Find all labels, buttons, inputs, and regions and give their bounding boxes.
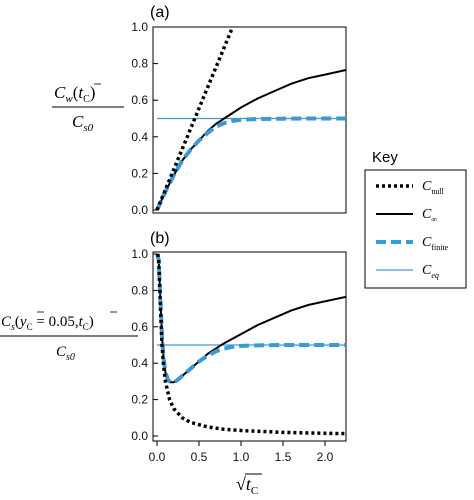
panel-a-ylabel-num-main: C — [54, 83, 66, 102]
series-line-null — [156, 253, 346, 436]
x-tick-label: 0.0 — [149, 450, 166, 464]
y-tick-label: 0.8 — [131, 283, 148, 297]
panel-b-series — [155, 253, 346, 436]
y-tick-label: 0.6 — [131, 93, 148, 107]
series-line-inf — [156, 69, 346, 211]
series-line-finite — [155, 116, 346, 211]
panel-a: (a) 0.0 0.2 0.4 0.6 0.8 1.0 Cw(tC) Cs0 — [52, 4, 347, 217]
legend-label-sub: null — [431, 187, 444, 196]
legend-label-sub: finite — [431, 243, 448, 252]
panel-b-ylabel-num-sub: s — [11, 322, 15, 333]
y-tick-label: 0.8 — [131, 57, 148, 71]
x-axis-label: √tC — [236, 473, 262, 497]
y-tick-label: 0.6 — [131, 320, 148, 334]
legend-label-finite: Cfinite — [422, 235, 449, 252]
legend-box — [364, 169, 467, 289]
panel-b-y-ticks: 0.0 0.2 0.4 0.6 0.8 1.0 — [131, 247, 158, 443]
legend-title: Key — [372, 149, 398, 166]
panel-b-ylabel-den-sub: s0 — [66, 352, 75, 363]
svg-text:Cs(yC = 0.05,tC): Cs(yC = 0.05,tC) — [1, 314, 94, 333]
x-axis-label-root: √ — [236, 474, 246, 494]
y-tick-label: 0.2 — [131, 393, 148, 407]
svg-text:Cw(tC): Cw(tC) — [54, 83, 95, 105]
panel-a-ylabel-num-sub: w — [65, 93, 73, 105]
y-tick-label: 0.0 — [131, 203, 148, 217]
series-line-null — [155, 27, 235, 211]
panel-b-ylabel-arg2-sub: C — [83, 322, 89, 332]
panel-a-y-ticks: 0.0 0.2 0.4 0.6 0.8 1.0 — [131, 20, 158, 217]
panel-b-ylabel-arg2: t — [79, 314, 84, 330]
x-tick-label: 1.5 — [275, 450, 292, 464]
legend-label-sub: eq — [431, 271, 439, 280]
panel-a-ylabel-arg: t — [78, 83, 84, 102]
x-tick-label: 2.0 — [317, 450, 334, 464]
panel-b-ylabel-arg1: y — [18, 314, 27, 330]
y-tick-label: 1.0 — [131, 20, 148, 34]
svg-text:Cs0: Cs0 — [72, 112, 94, 134]
y-tick-label: 0.2 — [131, 166, 148, 180]
panel-a-series — [155, 27, 346, 211]
y-tick-label: 0.4 — [131, 130, 148, 144]
y-tick-label: 0.4 — [131, 356, 148, 370]
svg-text:√tC: √tC — [236, 474, 258, 497]
legend-label-eq: Ceq — [422, 263, 439, 280]
panel-a-ylabel-den-main: C — [72, 112, 84, 131]
panel-a-ylabel-den-sub: s0 — [83, 122, 93, 134]
x-tick-label: 0.5 — [191, 450, 208, 464]
svg-text:Cs0: Cs0 — [56, 344, 75, 363]
panel-b-ylabel-close-paren: ) — [89, 314, 94, 330]
legend-label-main: C — [422, 207, 432, 222]
panel-a-y-axis-label: Cw(tC) Cs0 — [52, 83, 124, 134]
panel-b: (b) 0.0 0.2 0.4 0.6 0.8 1.0 0.0 0.5 1.0 1.5 2.0 C… — [0, 230, 347, 464]
y-tick-label: 0.0 — [131, 429, 148, 443]
panel-b-label: (b) — [150, 230, 170, 247]
legend-label-main: C — [422, 263, 432, 278]
panel-b-y-axis-label: Cs(yC = 0.05,tC) Cs0 — [0, 311, 138, 363]
legend-label-null: Cnull — [422, 179, 445, 196]
x-ticks: 0.0 0.5 1.0 1.5 2.0 — [149, 441, 334, 464]
legend-label-sub: ∞ — [431, 215, 437, 224]
panel-a-ylabel-close-paren: ) — [90, 83, 96, 102]
panel-b-ylabel-arg-mid: = 0.05, — [33, 314, 79, 330]
legend-label-main: C — [422, 179, 432, 194]
panel-b-ylabel-arg1-sub: C — [27, 322, 33, 332]
legend-label-main: C — [422, 235, 432, 250]
series-line-finite — [155, 253, 346, 385]
x-axis-label-sub: C — [251, 485, 258, 497]
panel-a-ylabel-arg-sub: C — [83, 94, 90, 105]
panel-a-label: (a) — [150, 4, 170, 21]
panel-a-ylabel-open-paren: ( — [73, 83, 79, 102]
x-axis-label-main: t — [246, 474, 252, 494]
panel-b-ylabel-num-main: C — [1, 314, 12, 330]
y-tick-label: 1.0 — [131, 247, 148, 261]
panel-b-ylabel-open-paren: ( — [15, 314, 20, 330]
x-tick-label: 1.0 — [233, 450, 250, 464]
series-line-inf — [156, 253, 346, 384]
panel-b-ylabel-den-main: C — [56, 344, 67, 360]
legend-label-inf: C∞ — [422, 207, 437, 224]
